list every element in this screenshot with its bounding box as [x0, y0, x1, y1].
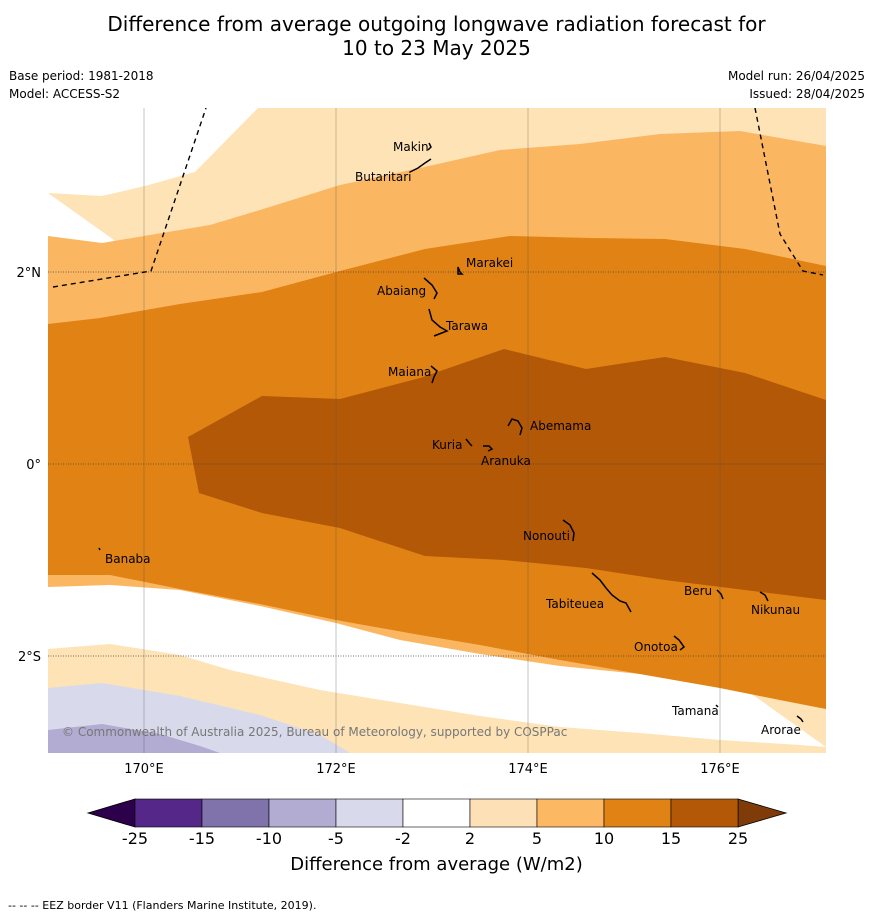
colorbar-swatch [469, 798, 538, 828]
copyright-notice: © Commonwealth of Australia 2025, Bureau… [62, 725, 567, 739]
label-nonouti: Nonouti [523, 529, 570, 543]
lon-axis-labels: 170°E 172°E 174°E 176°E [124, 762, 740, 777]
colorbar-tick-label: -5 [328, 829, 344, 848]
island-aranuka [483, 445, 494, 452]
island-marakei [457, 266, 464, 275]
colorbar: -25 -15 -10 -5 -2 2 5 10 15 25 [86, 798, 788, 848]
label-onotoa: Onotoa [634, 640, 678, 654]
label-beru: Beru [684, 584, 712, 598]
colorbar-tick-label: 2 [465, 829, 475, 848]
colorbar-over-extension [737, 798, 788, 828]
title-line-2: 10 to 23 May 2025 [342, 36, 531, 60]
island-labels: Makin Butaritari Marakei Abaiang Tarawa … [105, 140, 801, 737]
label-makin: Makin [393, 140, 429, 154]
colorbar-tick-label: 10 [594, 829, 614, 848]
island-makin [427, 142, 432, 151]
label-arorae: Arorae [761, 723, 801, 737]
colorbar-swatch [335, 798, 404, 828]
label-tabiteuea: Tabiteuea [545, 597, 604, 611]
chart-title: Difference from average outgoing longwav… [0, 12, 873, 60]
island-tamana [715, 704, 719, 708]
colorbar-tick-label: 25 [728, 829, 748, 848]
label-marakei: Marakei [466, 256, 513, 270]
label-aranuka: Aranuka [481, 454, 531, 468]
colorbar-tick-label: 15 [661, 829, 681, 848]
model-name: Model: ACCESS-S2 [9, 87, 121, 101]
lon-label-172e: 172°E [316, 762, 356, 777]
issued-date: Issued: 28/04/2025 [749, 87, 865, 101]
colorbar-swatch [134, 798, 203, 828]
lon-label-174e: 174°E [508, 762, 548, 777]
graticule [143, 108, 721, 753]
island-arorae [796, 715, 804, 723]
island-abemama [507, 418, 523, 436]
label-abemama: Abemama [530, 419, 591, 433]
lat-label-2n: 2°N [17, 266, 42, 281]
map-plot-area: Makin Butaritari Marakei Abaiang Tarawa … [48, 108, 826, 753]
label-tarawa: Tarawa [445, 319, 488, 333]
label-kuria: Kuria [432, 438, 463, 452]
meta-right: Model run: 26/04/2025 Issued: 28/04/2025 [728, 67, 865, 103]
colorbar-tick-label: 5 [532, 829, 542, 848]
contour-neg-5-to-10 [48, 724, 220, 753]
island-maiana [430, 365, 438, 384]
contour-15-to-25 [188, 349, 826, 600]
island-onotoa [673, 635, 686, 651]
label-tamana: Tamana [671, 704, 719, 718]
title-line-1: Difference from average outgoing longwav… [107, 12, 766, 36]
latitude-lines [48, 271, 826, 657]
island-banaba [98, 547, 101, 551]
island-kuria [465, 438, 473, 447]
colorbar-swatch [536, 798, 605, 828]
colorbar-swatch [603, 798, 672, 828]
colorbar-swatch [402, 798, 471, 828]
lat-label-2s: 2°S [18, 650, 41, 665]
label-maiana: Maiana [388, 365, 431, 379]
colorbar-tick-label: -2 [395, 829, 411, 848]
colorbar-swatch [268, 798, 337, 828]
model-run: Model run: 26/04/2025 [727, 69, 865, 83]
island-nonouti [562, 519, 575, 542]
lon-label-170e: 170°E [124, 762, 164, 777]
island-butaritari [409, 158, 432, 173]
colorbar-swatch [201, 798, 270, 828]
island-tabiteuea [591, 572, 632, 613]
colorbar-swatch [670, 798, 739, 828]
lat-label-0: 0° [26, 458, 41, 473]
colorbar-tick-label: -25 [122, 829, 148, 848]
colorbar-tick-label: -10 [256, 829, 282, 848]
lat-axis-labels: 2°N 0° 2°S [17, 266, 42, 665]
meta-left: Base period: 1981-2018 Model: ACCESS-S2 [9, 67, 154, 103]
label-banaba: Banaba [105, 552, 151, 566]
label-abaiang: Abaiang [377, 284, 426, 298]
label-butaritari: Butaritari [355, 170, 412, 184]
colorbar-under-extension [86, 798, 136, 828]
lon-label-176e: 176°E [700, 762, 740, 777]
label-nikunau: Nikunau [751, 603, 800, 617]
island-beru [716, 589, 724, 600]
island-outlines [98, 142, 804, 723]
colorbar-label: Difference from average (W/m2) [290, 854, 583, 875]
eez-border [52, 108, 824, 288]
island-abaiang [423, 277, 438, 300]
colorbar-tick-label: -15 [189, 829, 215, 848]
base-period: Base period: 1981-2018 [9, 69, 154, 83]
eez-footnote: -- -- -- EEZ border V11 (Flanders Marine… [8, 899, 317, 912]
island-nikunau [759, 591, 769, 602]
island-tarawa [428, 308, 449, 337]
